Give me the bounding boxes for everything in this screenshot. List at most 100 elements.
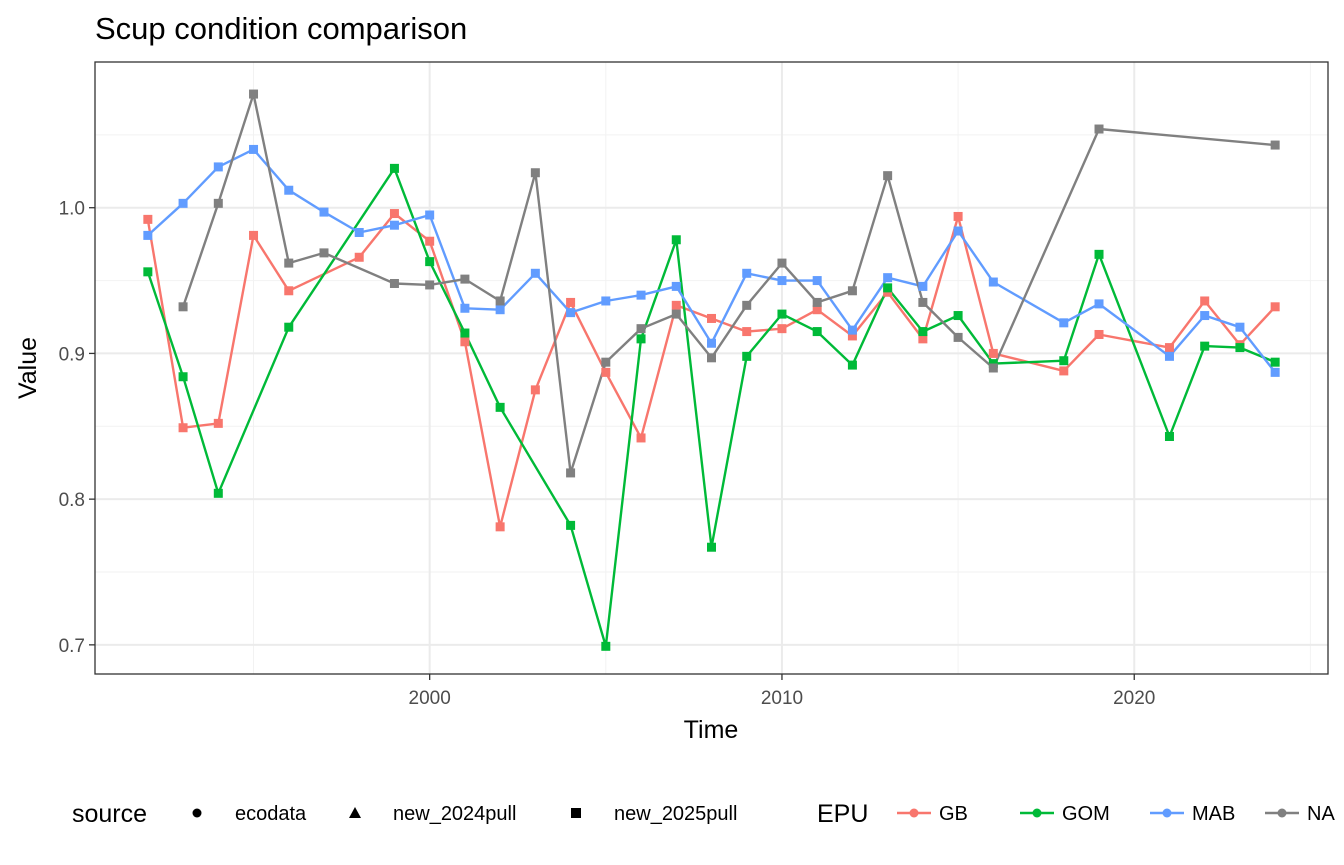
data-point-gom xyxy=(601,641,611,651)
data-point-gb xyxy=(1164,343,1174,353)
data-point-mab xyxy=(425,210,435,220)
data-point-gom xyxy=(1094,249,1104,259)
data-point-mab xyxy=(1164,351,1174,361)
data-point-gb xyxy=(918,334,928,344)
x-axis-title: Time xyxy=(684,716,739,744)
data-point-gom xyxy=(953,311,963,321)
data-point-gb xyxy=(707,313,716,323)
data-point-na xyxy=(918,297,928,307)
data-point-mab xyxy=(671,281,681,291)
data-point-mab xyxy=(1200,311,1210,321)
data-point-na xyxy=(460,274,470,284)
legend-key-point-mab xyxy=(1162,808,1172,818)
data-point-na xyxy=(883,171,893,181)
data-point-gb xyxy=(953,211,963,221)
data-point-mab xyxy=(988,277,998,287)
data-point-gb xyxy=(1094,329,1104,339)
data-point-na xyxy=(566,468,576,478)
data-point-na xyxy=(389,278,399,288)
data-point-na xyxy=(742,300,752,310)
data-point-mab xyxy=(284,185,294,195)
data-point-na xyxy=(495,296,505,306)
legend-label-ecodata: ecodata xyxy=(235,803,307,825)
data-point-mab xyxy=(777,276,787,286)
data-point-mab xyxy=(460,303,470,313)
data-point-na xyxy=(178,302,188,312)
data-point-na xyxy=(812,297,822,307)
data-point-mab xyxy=(1094,299,1104,309)
data-point-na xyxy=(249,89,259,99)
data-point-gb xyxy=(1059,366,1069,376)
data-point-gb xyxy=(213,418,223,428)
data-point-na xyxy=(601,357,611,367)
data-point-mab xyxy=(143,230,153,240)
data-point-mab xyxy=(354,227,364,237)
data-point-gom xyxy=(707,542,716,552)
y-tick-label: 0.9 xyxy=(59,344,85,365)
data-point-gom xyxy=(495,402,505,412)
data-point-gom xyxy=(1200,341,1210,351)
data-point-mab xyxy=(213,162,223,172)
data-point-mab xyxy=(742,268,752,278)
data-point-gb xyxy=(495,522,505,532)
legend-label-mab: MAB xyxy=(1192,803,1235,825)
data-point-gb xyxy=(988,348,998,358)
data-point-gom xyxy=(213,488,223,498)
data-point-mab xyxy=(812,276,822,286)
data-point-mab xyxy=(389,220,399,230)
data-point-na xyxy=(707,353,716,363)
data-point-mab xyxy=(249,144,259,154)
legend-source-title: source xyxy=(72,800,147,828)
y-tick-label: 0.8 xyxy=(59,490,85,511)
x-tick-label: 2010 xyxy=(761,688,803,709)
data-point-gom xyxy=(847,360,857,370)
data-point-gom xyxy=(425,257,435,267)
data-point-na xyxy=(530,168,540,178)
legend-epu-title: EPU xyxy=(817,800,868,828)
legend-source: source ecodata new_2024pull new_2025pull xyxy=(72,800,737,828)
data-point-gb xyxy=(1270,302,1280,312)
data-point-mab xyxy=(918,281,928,291)
data-point-na xyxy=(988,363,998,373)
data-point-gb xyxy=(671,300,681,310)
legend-key-point-gb xyxy=(909,808,919,818)
legend-key-square xyxy=(571,808,581,818)
data-point-gb xyxy=(1200,296,1210,306)
data-point-gom xyxy=(1235,343,1245,353)
data-point-gom xyxy=(742,351,752,361)
data-point-gom xyxy=(636,334,646,344)
data-point-gom xyxy=(812,327,822,337)
data-point-gb xyxy=(530,385,540,395)
data-point-gom xyxy=(918,327,928,337)
legend-key-point-gom xyxy=(1032,808,1042,818)
data-point-mab xyxy=(495,305,505,315)
data-point-gom xyxy=(1164,431,1174,441)
data-point-gom xyxy=(284,322,294,332)
legend-key-triangle xyxy=(349,807,361,818)
data-point-mab xyxy=(319,207,329,217)
data-point-mab xyxy=(883,273,893,283)
data-point-mab xyxy=(601,296,611,306)
data-point-gb xyxy=(601,367,611,377)
data-point-mab xyxy=(530,268,540,278)
data-point-mab xyxy=(707,338,716,348)
legend-label-na: NA xyxy=(1307,803,1335,825)
x-tick-label: 2000 xyxy=(409,688,451,709)
data-point-gom xyxy=(389,163,399,173)
data-point-gom xyxy=(178,372,188,382)
data-point-na xyxy=(1094,124,1104,134)
plot-border xyxy=(94,61,1329,675)
data-point-na xyxy=(953,332,963,342)
data-point-na xyxy=(284,258,294,268)
data-point-na xyxy=(425,280,435,290)
data-point-gom xyxy=(143,267,153,277)
data-point-na xyxy=(671,309,681,319)
data-point-gom xyxy=(460,328,470,338)
series-points xyxy=(143,89,1280,651)
legend-key-point-na xyxy=(1277,808,1287,818)
data-point-gb xyxy=(425,236,435,246)
data-point-gom xyxy=(671,235,681,245)
y-axis-ticks: 0.7 0.8 0.9 1.0 xyxy=(59,199,95,657)
data-point-gb xyxy=(178,423,188,433)
